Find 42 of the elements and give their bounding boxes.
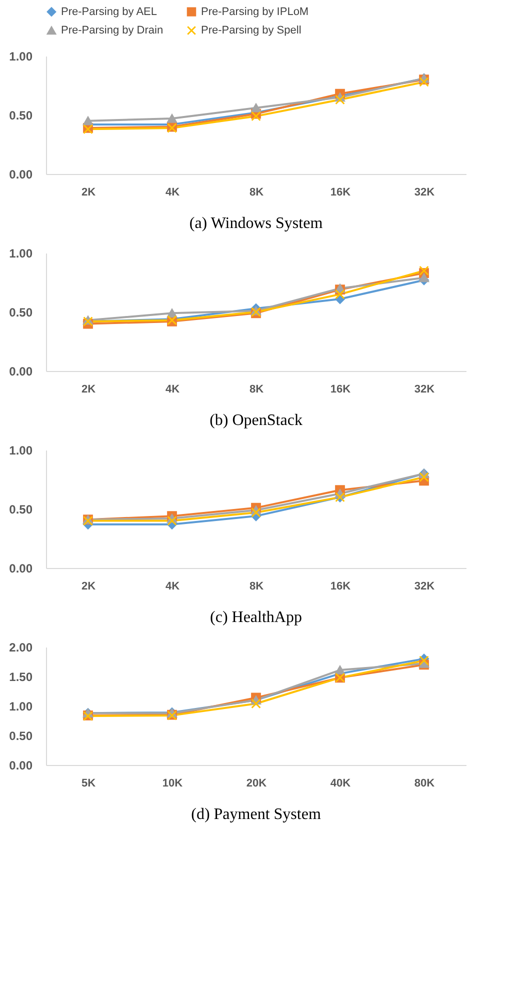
x-tick-label: 5K <box>81 778 96 790</box>
x-tick-label: 2K <box>81 580 96 592</box>
legend-label: Pre-Parsing by IPLoM <box>201 6 309 18</box>
x-tick-label: 8K <box>249 384 264 396</box>
text: (a) Windows System <box>189 215 324 232</box>
y-tick-label: 0.50 <box>9 306 33 320</box>
y-tick-label: 0.50 <box>9 502 33 516</box>
x-tick-label: 32K <box>414 580 435 592</box>
y-tick-label: 1.00 <box>9 50 33 64</box>
x-tick-label: 8K <box>249 580 264 592</box>
y-tick-label: 0.50 <box>9 108 33 122</box>
y-tick-label: 0.50 <box>9 729 33 743</box>
legend-label: Pre-Parsing by Drain <box>61 24 164 36</box>
y-tick-label: 0.00 <box>9 758 33 772</box>
x-tick-label: 32K <box>414 384 435 396</box>
x-tick-label: 4K <box>165 384 180 396</box>
x-tick-label: 32K <box>414 186 435 198</box>
y-tick-label: 0.00 <box>9 364 33 378</box>
y-tick-label: 1.50 <box>9 670 33 684</box>
x-tick-label: 4K <box>165 580 180 592</box>
x-tick-label: 8K <box>249 186 264 198</box>
y-tick-label: 2.00 <box>9 640 33 654</box>
text: (d) Payment System <box>191 806 322 823</box>
x-tick-label: 20K <box>246 778 267 790</box>
text: (b) OpenStack <box>210 412 302 429</box>
y-tick-label: 1.00 <box>9 246 33 260</box>
y-tick-label: 0.00 <box>9 562 33 576</box>
y-tick-label: 1.00 <box>9 700 33 714</box>
y-tick-label: 0.00 <box>9 168 33 182</box>
x-tick-label: 4K <box>165 186 180 198</box>
x-tick-label: 16K <box>330 580 351 592</box>
x-tick-label: 16K <box>330 384 351 396</box>
x-tick-label: 40K <box>330 778 351 790</box>
x-tick-label: 16K <box>330 186 351 198</box>
text: (c) HealthApp <box>210 609 302 626</box>
x-tick-label: 2K <box>81 384 96 396</box>
x-tick-label: 2K <box>81 186 96 198</box>
x-tick-label: 80K <box>414 778 435 790</box>
x-tick-label: 10K <box>162 778 183 790</box>
legend-label: Pre-Parsing by AEL <box>61 6 157 18</box>
y-tick-label: 1.00 <box>9 444 33 458</box>
legend-label: Pre-Parsing by Spell <box>201 24 302 36</box>
